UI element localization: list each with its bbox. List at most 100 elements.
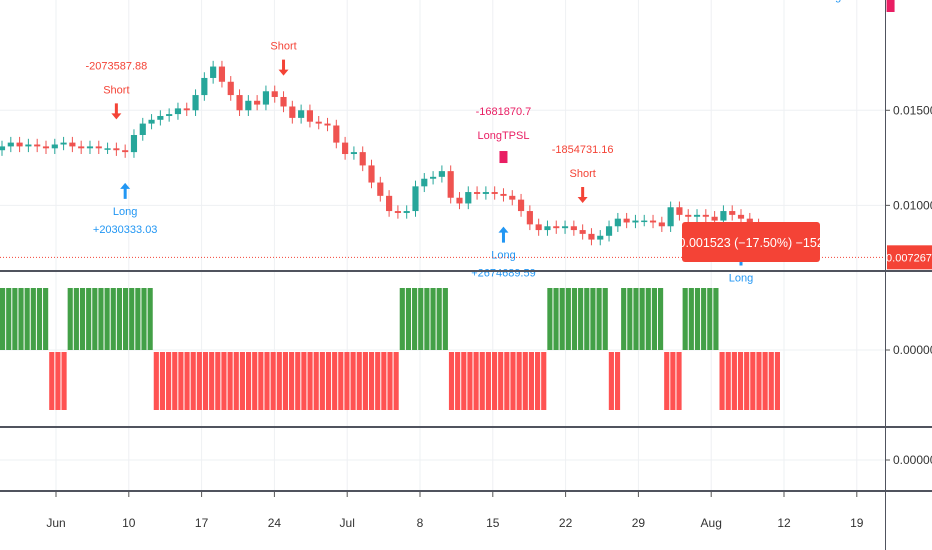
candle[interactable] bbox=[500, 188, 507, 202]
candle[interactable] bbox=[95, 140, 102, 155]
candle[interactable] bbox=[447, 165, 454, 204]
candle[interactable] bbox=[113, 142, 120, 156]
candle[interactable] bbox=[342, 136, 349, 160]
candle[interactable] bbox=[350, 146, 357, 160]
candle[interactable] bbox=[544, 220, 551, 236]
candle[interactable] bbox=[473, 186, 481, 200]
candle[interactable] bbox=[517, 193, 525, 217]
candle[interactable] bbox=[333, 119, 340, 149]
candle[interactable] bbox=[693, 209, 701, 223]
signal-short[interactable]: Short bbox=[270, 41, 297, 76]
signal-close[interactable]: ShortTPSL bbox=[864, 0, 918, 12]
candle[interactable] bbox=[438, 165, 445, 183]
candle-body bbox=[447, 171, 454, 198]
signal-short[interactable]: Short -2073587.88 bbox=[85, 60, 147, 120]
candle[interactable] bbox=[649, 214, 657, 229]
candle[interactable] bbox=[430, 171, 437, 185]
candle[interactable] bbox=[394, 205, 401, 219]
candle[interactable] bbox=[236, 89, 243, 116]
candle[interactable] bbox=[306, 104, 314, 128]
candle[interactable] bbox=[377, 176, 384, 202]
signal-long[interactable]: Long bbox=[817, 0, 841, 3]
candle[interactable] bbox=[509, 190, 516, 206]
candle[interactable] bbox=[192, 89, 199, 116]
candle[interactable] bbox=[271, 85, 278, 103]
candle[interactable] bbox=[597, 230, 604, 246]
candle[interactable] bbox=[368, 159, 375, 189]
candle[interactable] bbox=[386, 190, 393, 217]
candle[interactable] bbox=[491, 186, 498, 200]
candle[interactable] bbox=[183, 102, 190, 116]
candle[interactable] bbox=[254, 95, 261, 111]
candle[interactable] bbox=[579, 224, 586, 240]
signal-close[interactable]: LongTPSL -1681870.7 bbox=[476, 106, 532, 164]
candle[interactable] bbox=[535, 218, 542, 236]
candle[interactable] bbox=[289, 100, 296, 124]
candle[interactable] bbox=[245, 95, 252, 116]
candle[interactable] bbox=[588, 228, 595, 246]
candle[interactable] bbox=[676, 201, 683, 221]
candle[interactable] bbox=[315, 115, 322, 130]
candle-body bbox=[386, 195, 393, 212]
candle[interactable] bbox=[614, 212, 621, 232]
candle[interactable] bbox=[34, 138, 41, 153]
candle[interactable] bbox=[658, 216, 665, 232]
candle[interactable] bbox=[7, 136, 14, 153]
candle[interactable] bbox=[86, 140, 94, 155]
candle[interactable] bbox=[641, 214, 648, 227]
candle[interactable] bbox=[174, 102, 182, 120]
candle[interactable] bbox=[729, 205, 736, 221]
price-pane[interactable]: Short-2073587.88 Long+2030333.03 Short Long… bbox=[0, 0, 932, 284]
candle[interactable] bbox=[60, 136, 67, 151]
candle[interactable] bbox=[51, 138, 58, 155]
candle[interactable] bbox=[412, 180, 419, 217]
signal-long[interactable]: Long bbox=[922, 0, 932, 3]
candle[interactable] bbox=[262, 85, 270, 111]
histogram-pane[interactable] bbox=[0, 288, 780, 410]
candle[interactable] bbox=[210, 60, 217, 84]
candle[interactable] bbox=[702, 209, 709, 223]
candle[interactable] bbox=[737, 209, 745, 225]
candle[interactable] bbox=[359, 146, 366, 172]
signal-short[interactable]: Short-4673230.84 bbox=[868, 0, 930, 3]
signal-short[interactable]: Short-4672312.9 bbox=[792, 0, 848, 3]
candle[interactable] bbox=[148, 114, 155, 130]
candle[interactable] bbox=[570, 220, 577, 236]
candle[interactable] bbox=[78, 140, 85, 155]
candle[interactable] bbox=[0, 140, 6, 156]
candle[interactable] bbox=[553, 220, 560, 234]
candle[interactable] bbox=[69, 136, 76, 153]
candle[interactable] bbox=[25, 138, 32, 153]
candle[interactable] bbox=[482, 186, 489, 200]
candle[interactable] bbox=[632, 214, 639, 229]
signal-long[interactable]: Long +2030333.03 bbox=[93, 182, 158, 236]
position-pnl-box[interactable]: −0.001523 (−17.50%) −1523 bbox=[671, 222, 831, 262]
candle[interactable] bbox=[403, 205, 410, 219]
candle[interactable] bbox=[667, 201, 674, 232]
candle[interactable] bbox=[324, 117, 331, 132]
candle[interactable] bbox=[561, 220, 569, 234]
histogram-bar bbox=[578, 288, 584, 350]
candle[interactable] bbox=[130, 129, 138, 158]
candle[interactable] bbox=[218, 60, 226, 88]
candle[interactable] bbox=[104, 142, 111, 155]
candle[interactable] bbox=[298, 104, 305, 124]
candle-body bbox=[86, 146, 94, 149]
candle[interactable] bbox=[16, 136, 23, 153]
candle[interactable] bbox=[201, 72, 208, 101]
candle[interactable] bbox=[227, 76, 234, 101]
candle[interactable] bbox=[623, 212, 630, 229]
candle[interactable] bbox=[42, 140, 50, 155]
candle[interactable] bbox=[280, 91, 287, 113]
candle[interactable] bbox=[157, 110, 164, 126]
candle[interactable] bbox=[526, 205, 533, 231]
candle[interactable] bbox=[139, 117, 146, 141]
signal-short[interactable]: Short -1854731.16 bbox=[552, 144, 614, 204]
candle[interactable] bbox=[605, 220, 613, 242]
candle[interactable] bbox=[166, 108, 173, 122]
candle[interactable] bbox=[122, 144, 129, 158]
candle[interactable] bbox=[456, 192, 463, 210]
candle[interactable] bbox=[421, 173, 428, 193]
candle[interactable] bbox=[465, 186, 472, 210]
candle[interactable] bbox=[685, 209, 692, 223]
